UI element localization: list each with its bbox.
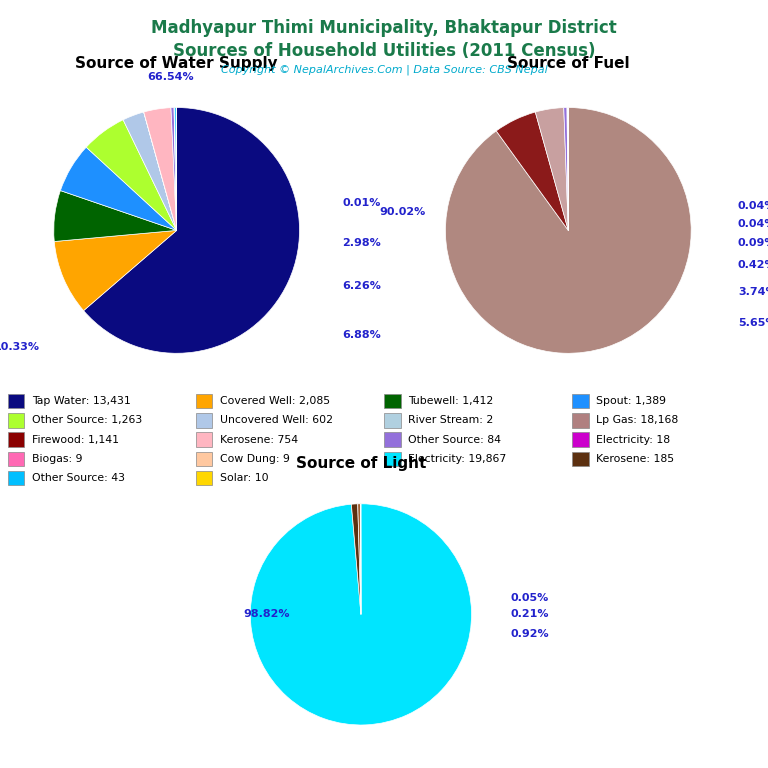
Text: Biogas: 9: Biogas: 9 bbox=[31, 454, 82, 464]
Wedge shape bbox=[351, 504, 361, 614]
Wedge shape bbox=[61, 147, 177, 230]
Text: 0.09%: 0.09% bbox=[738, 237, 768, 248]
Text: Copyright © NepalArchives.Com | Data Source: CBS Nepal: Copyright © NepalArchives.Com | Data Sou… bbox=[220, 65, 548, 75]
Text: 0.42%: 0.42% bbox=[738, 260, 768, 270]
Text: 0.21%: 0.21% bbox=[510, 609, 549, 620]
Bar bbox=[8, 413, 25, 428]
Wedge shape bbox=[250, 504, 472, 725]
Wedge shape bbox=[567, 108, 568, 230]
Bar bbox=[196, 432, 213, 447]
Wedge shape bbox=[123, 112, 177, 230]
Text: 3.74%: 3.74% bbox=[738, 286, 768, 297]
Text: Other Source: 43: Other Source: 43 bbox=[31, 473, 124, 483]
Bar bbox=[572, 452, 589, 466]
Text: 0.05%: 0.05% bbox=[510, 593, 548, 603]
Text: Covered Well: 2,085: Covered Well: 2,085 bbox=[220, 396, 330, 406]
Text: Electricity: 18: Electricity: 18 bbox=[596, 435, 670, 445]
Wedge shape bbox=[144, 108, 177, 230]
Bar bbox=[196, 413, 213, 428]
Text: Kerosene: 185: Kerosene: 185 bbox=[596, 454, 674, 464]
Bar bbox=[8, 432, 25, 447]
Text: 98.82%: 98.82% bbox=[243, 609, 290, 620]
Bar bbox=[8, 452, 25, 466]
Wedge shape bbox=[144, 112, 177, 230]
Text: 10.33%: 10.33% bbox=[0, 342, 40, 353]
Wedge shape bbox=[86, 120, 177, 230]
Wedge shape bbox=[174, 108, 177, 230]
Wedge shape bbox=[55, 230, 177, 310]
Wedge shape bbox=[496, 112, 568, 230]
Title: Source of Light: Source of Light bbox=[296, 456, 426, 471]
Text: 90.02%: 90.02% bbox=[379, 207, 425, 217]
Bar bbox=[196, 452, 213, 466]
Text: Other Source: 1,263: Other Source: 1,263 bbox=[31, 415, 142, 425]
Text: Spout: 1,389: Spout: 1,389 bbox=[596, 396, 667, 406]
Text: Uncovered Well: 602: Uncovered Well: 602 bbox=[220, 415, 333, 425]
Bar bbox=[196, 394, 213, 409]
Text: Firewood: 1,141: Firewood: 1,141 bbox=[31, 435, 119, 445]
Wedge shape bbox=[564, 108, 568, 230]
Text: 2.98%: 2.98% bbox=[343, 237, 381, 248]
Wedge shape bbox=[171, 108, 177, 230]
Bar bbox=[8, 471, 25, 485]
Text: Madhyapur Thimi Municipality, Bhaktapur District: Madhyapur Thimi Municipality, Bhaktapur … bbox=[151, 19, 617, 37]
Wedge shape bbox=[445, 108, 691, 353]
Text: 0.01%: 0.01% bbox=[343, 198, 381, 208]
Bar bbox=[572, 432, 589, 447]
Wedge shape bbox=[535, 108, 568, 230]
Text: 5.65%: 5.65% bbox=[738, 317, 768, 328]
Text: Lp Gas: 18,168: Lp Gas: 18,168 bbox=[596, 415, 678, 425]
Text: 0.92%: 0.92% bbox=[510, 629, 549, 639]
Wedge shape bbox=[84, 108, 300, 353]
Bar bbox=[384, 452, 401, 466]
Bar bbox=[8, 394, 25, 409]
Text: 66.54%: 66.54% bbox=[147, 71, 194, 82]
Text: Solar: 10: Solar: 10 bbox=[220, 473, 269, 483]
Bar bbox=[384, 413, 401, 428]
Text: Tap Water: 13,431: Tap Water: 13,431 bbox=[31, 396, 131, 406]
Bar bbox=[384, 432, 401, 447]
Text: 6.26%: 6.26% bbox=[343, 280, 382, 291]
Wedge shape bbox=[174, 108, 177, 230]
Wedge shape bbox=[358, 504, 361, 614]
Text: Cow Dung: 9: Cow Dung: 9 bbox=[220, 454, 290, 464]
Text: Other Source: 84: Other Source: 84 bbox=[408, 435, 501, 445]
Bar bbox=[572, 394, 589, 409]
Text: Tubewell: 1,412: Tubewell: 1,412 bbox=[408, 396, 493, 406]
Bar bbox=[572, 413, 589, 428]
Text: Kerosene: 754: Kerosene: 754 bbox=[220, 435, 298, 445]
Title: Source of Water Supply: Source of Water Supply bbox=[75, 57, 278, 71]
Text: 6.88%: 6.88% bbox=[343, 329, 381, 340]
Text: River Stream: 2: River Stream: 2 bbox=[408, 415, 493, 425]
Wedge shape bbox=[174, 108, 177, 230]
Title: Source of Fuel: Source of Fuel bbox=[507, 57, 630, 71]
Bar bbox=[384, 394, 401, 409]
Bar bbox=[196, 471, 213, 485]
Text: Electricity: 19,867: Electricity: 19,867 bbox=[408, 454, 506, 464]
Text: 0.04%: 0.04% bbox=[738, 219, 768, 230]
Text: Sources of Household Utilities (2011 Census): Sources of Household Utilities (2011 Cen… bbox=[173, 42, 595, 60]
Text: 0.04%: 0.04% bbox=[738, 200, 768, 211]
Wedge shape bbox=[54, 190, 177, 241]
